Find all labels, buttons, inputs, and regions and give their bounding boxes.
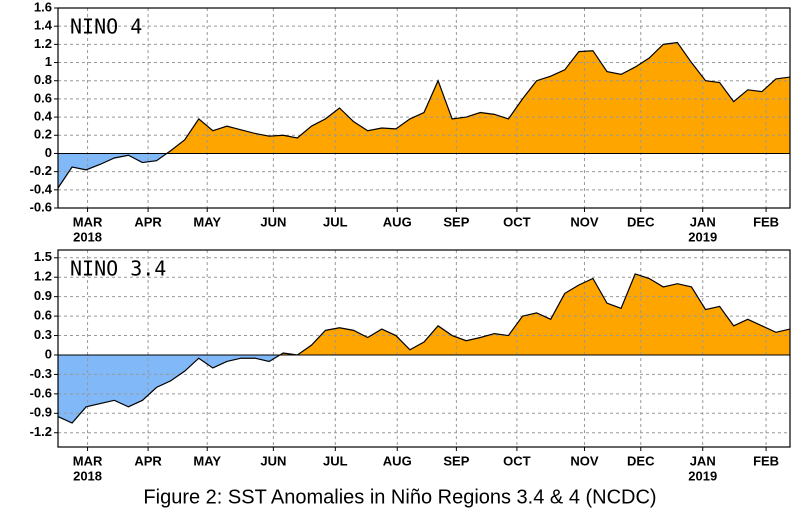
negative-area <box>58 354 280 424</box>
y-tick-label: -0.3 <box>30 366 52 381</box>
x-tick-label: SEP <box>443 214 469 229</box>
line <box>57 273 791 424</box>
x-tick-label: NOV <box>570 453 599 468</box>
year-label: 2019 <box>688 229 717 244</box>
y-tick-label: 0.2 <box>34 127 52 142</box>
x-tick-label: MAY <box>193 453 221 468</box>
x-tick-label: DEC <box>627 453 655 468</box>
year-label: 2018 <box>73 229 102 244</box>
x-tick-label: JUL <box>323 214 348 229</box>
x-tick-label: AUG <box>383 453 412 468</box>
y-tick-label: 0.6 <box>34 90 52 105</box>
line <box>57 41 791 189</box>
y-tick-label: 0.4 <box>34 109 53 124</box>
x-tick-label: FEB <box>753 453 779 468</box>
panel-title: NINO 3.4 <box>70 257 166 281</box>
x-tick-label: OCT <box>503 214 531 229</box>
x-tick-label: FEB <box>753 214 779 229</box>
y-tick-label: 1.6 <box>34 0 52 14</box>
y-tick-label: -0.6 <box>30 199 52 214</box>
x-tick-label: JUN <box>260 453 286 468</box>
y-tick-label: 1.2 <box>34 36 52 51</box>
y-tick-label: 0.8 <box>34 72 52 87</box>
y-tick-label: 1.2 <box>34 269 52 284</box>
y-tick-label: 0.9 <box>34 288 52 303</box>
x-tick-label: SEP <box>443 453 469 468</box>
positive-area <box>166 42 790 154</box>
year-label: 2018 <box>73 468 102 483</box>
year-label: 2019 <box>688 468 717 483</box>
y-tick-label: 1.4 <box>34 18 53 33</box>
y-tick-label: -1.2 <box>30 424 52 439</box>
y-tick-label: 0 <box>45 145 52 160</box>
y-tick-label: 0.6 <box>34 308 52 323</box>
x-tick-label: OCT <box>503 453 531 468</box>
panel-title: NINO 4 <box>70 15 142 39</box>
x-tick-label: DEC <box>627 214 655 229</box>
y-tick-label: -0.6 <box>30 385 52 400</box>
y-tick-label: 1.5 <box>34 249 52 264</box>
y-tick-label: 0.3 <box>34 327 52 342</box>
x-tick-label: APR <box>134 453 162 468</box>
y-tick-label: -0.2 <box>30 163 52 178</box>
y-tick-label: -0.9 <box>30 405 52 420</box>
x-tick-label: JUL <box>323 453 348 468</box>
x-tick-label: MAY <box>193 214 221 229</box>
x-tick-label: AUG <box>383 214 412 229</box>
x-tick-label: JAN <box>690 453 716 468</box>
caption: Figure 2: SST Anomalies in Niño Regions … <box>143 486 656 508</box>
y-tick-label: 0 <box>45 346 52 361</box>
x-tick-label: MAR <box>73 214 103 229</box>
y-tick-label: 1 <box>45 54 52 69</box>
frame <box>57 7 791 209</box>
x-tick-label: JAN <box>690 214 716 229</box>
y-tick-label: -0.4 <box>30 181 53 196</box>
positive-area <box>58 273 790 355</box>
frame <box>57 249 791 448</box>
x-tick-label: JUN <box>260 214 286 229</box>
x-tick-label: MAR <box>73 453 103 468</box>
x-tick-label: NOV <box>570 214 599 229</box>
x-tick-label: APR <box>134 214 162 229</box>
